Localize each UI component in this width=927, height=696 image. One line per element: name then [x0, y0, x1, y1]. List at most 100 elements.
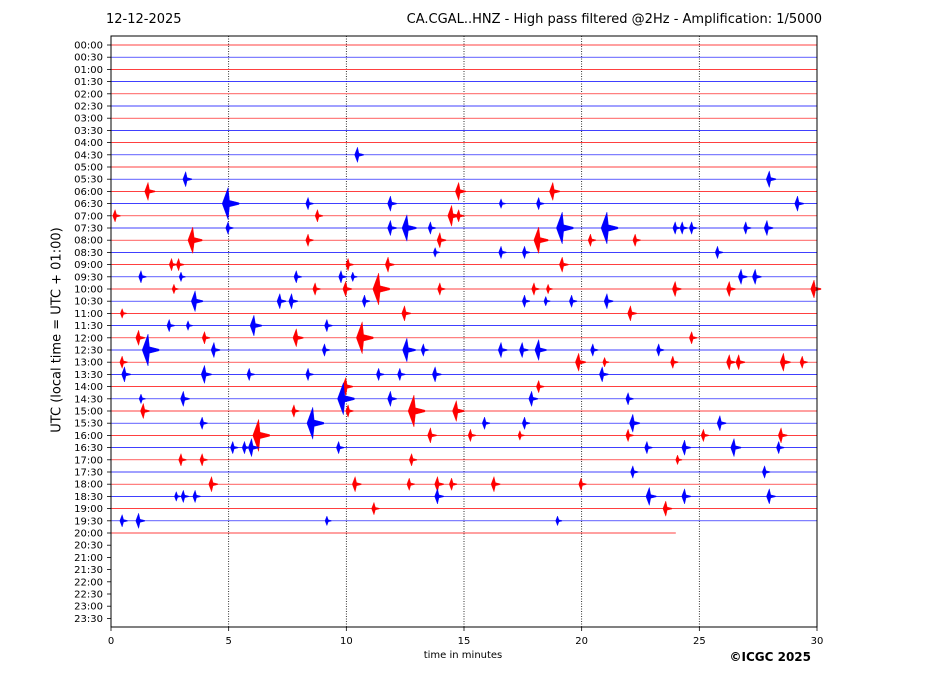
seismic-event — [536, 196, 545, 211]
y-tick-label: 20:00 — [74, 529, 103, 540]
seismic-event — [291, 404, 300, 418]
seismic-event — [199, 416, 208, 431]
y-tick-label: 04:30 — [74, 150, 103, 161]
seismic-event — [144, 181, 156, 202]
trace-lines — [111, 44, 817, 534]
seismic-event — [338, 269, 347, 284]
seismic-event — [681, 488, 692, 505]
seismic-event — [402, 338, 416, 362]
seismic-event — [587, 233, 597, 248]
y-tick-label: 00:00 — [74, 41, 103, 52]
seismic-event — [345, 257, 354, 272]
seismic-event — [135, 329, 146, 347]
seismic-event — [352, 475, 362, 493]
seismic-event — [140, 402, 150, 420]
seismic-event — [672, 221, 681, 235]
seismic-event — [185, 320, 193, 331]
vertical-grid — [228, 36, 700, 627]
seismic-event — [200, 364, 212, 385]
seismic-event — [432, 366, 442, 383]
seismic-event — [350, 271, 358, 283]
seismic-event — [141, 333, 160, 367]
seismic-event — [180, 489, 189, 504]
y-tick-label: 07:00 — [74, 211, 103, 222]
y-tick-label: 06:30 — [74, 199, 103, 210]
seismic-event — [777, 427, 788, 444]
y-tick-label: 09:30 — [74, 272, 103, 283]
y-tick-label: 21:00 — [74, 553, 103, 564]
y-tick-label: 22:00 — [74, 577, 103, 588]
y-tick-label: 12:30 — [74, 346, 103, 357]
seismic-event — [199, 452, 208, 467]
seismic-event — [765, 170, 777, 189]
seismic-event — [387, 390, 397, 408]
seismic-event — [578, 477, 587, 492]
y-tick-label: 19:00 — [74, 504, 103, 515]
seismic-event — [249, 314, 262, 337]
seismic-event — [112, 208, 121, 223]
seismic-event — [536, 379, 545, 394]
seismic-event — [305, 367, 314, 382]
seismic-event — [119, 355, 128, 370]
seismic-event — [521, 294, 531, 309]
seismic-event — [735, 353, 746, 371]
seismic-event — [409, 452, 418, 467]
y-tick-label: 11:00 — [74, 309, 103, 320]
seismic-event — [221, 187, 240, 220]
seismic-event — [342, 376, 353, 397]
seismic-event — [191, 290, 204, 313]
seismic-event — [681, 439, 692, 456]
seismic-event — [433, 247, 440, 258]
seismic-event — [305, 233, 314, 248]
seismic-event — [178, 271, 186, 283]
seismic-event — [528, 390, 539, 408]
seismic-event — [401, 305, 411, 322]
y-tick-label: 16:00 — [74, 431, 103, 442]
seismic-event — [397, 367, 406, 382]
seismic-event — [387, 219, 397, 237]
seismic-event — [575, 352, 586, 372]
y-tick-label: 08:00 — [74, 236, 103, 247]
seismic-event — [406, 477, 415, 492]
seismic-event — [371, 501, 380, 516]
y-tick-label: 00:30 — [74, 53, 103, 64]
seismic-event — [376, 367, 385, 382]
y-tick-label: 21:30 — [74, 565, 103, 576]
y-tick-label: 13:00 — [74, 358, 103, 369]
seismic-event — [752, 268, 762, 286]
seismic-event — [138, 269, 147, 284]
y-tick-label: 05:30 — [74, 175, 103, 186]
copyright-notice: ©ICGC 2025 — [729, 650, 811, 664]
y-tick-label: 05:00 — [74, 163, 103, 174]
seismic-event — [176, 257, 185, 272]
x-tick-label: 25 — [693, 636, 706, 647]
seismic-event — [178, 452, 187, 467]
seismic-event — [599, 366, 609, 383]
y-tick-label: 03:30 — [74, 126, 103, 137]
y-tick-label: 11:30 — [74, 321, 103, 332]
seismic-event — [138, 393, 146, 405]
seismic-event — [679, 221, 688, 235]
seismic-event — [763, 219, 774, 237]
y-tick-label: 18:30 — [74, 492, 103, 503]
seismic-event — [225, 221, 234, 235]
seismic-event — [434, 488, 444, 505]
y-tick-label: 07:30 — [74, 224, 103, 235]
seismic-event — [337, 382, 355, 415]
y-tick-label: 02:00 — [74, 89, 103, 100]
y-tick-label: 14:30 — [74, 394, 103, 405]
seismic-event — [276, 292, 287, 310]
seismic-event — [700, 428, 710, 443]
seismic-event — [455, 181, 466, 202]
seismic-event — [776, 440, 785, 455]
seismic-event — [632, 233, 641, 248]
seismic-event — [549, 181, 561, 202]
seismic-event — [799, 355, 808, 370]
y-tick-label: 18:00 — [74, 480, 103, 491]
seismic-event — [543, 295, 551, 307]
seismic-event — [312, 282, 321, 296]
seismic-event — [192, 489, 201, 504]
seismic-event — [517, 430, 525, 441]
seismic-event — [119, 513, 128, 528]
